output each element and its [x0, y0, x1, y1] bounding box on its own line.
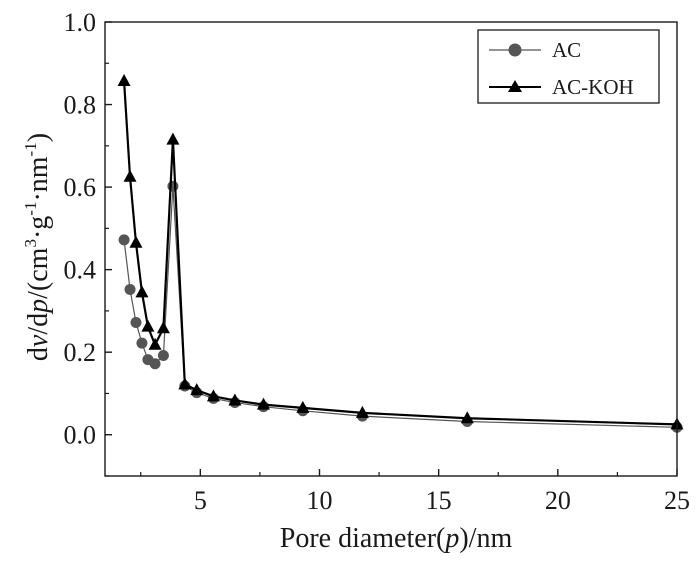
- data-point-ac-koh: [135, 285, 149, 298]
- data-point-ac-koh: [117, 74, 131, 87]
- data-point-ac: [167, 180, 179, 192]
- data-point-ac-koh: [460, 411, 474, 424]
- data-point-ac: [118, 234, 130, 246]
- x-tick-label: 15: [426, 486, 452, 515]
- legend-label-ac: AC: [552, 38, 581, 62]
- y-tick-label: 1.0: [64, 8, 97, 37]
- data-point-ac-koh: [190, 383, 204, 396]
- y-axis-title: dv/dp/(cm3·g-1·nm-1): [21, 133, 54, 361]
- series-line-ac: [123, 186, 678, 428]
- data-point-ac-koh: [141, 319, 155, 332]
- legend-label-ac-koh: AC-KOH: [552, 75, 634, 99]
- legend: AC AC-KOH: [477, 29, 660, 104]
- axis-layer: 5 10 15 20 25 0.0 0.2 0.4 0.6 0.8 1.0: [64, 8, 691, 515]
- data-point-ac: [149, 358, 161, 370]
- x-tick-label: 5: [194, 486, 207, 515]
- data-point-ac-koh: [166, 132, 180, 145]
- data-point-ac-koh: [206, 389, 220, 402]
- legend-marker-ac-koh: [508, 80, 522, 92]
- y-tick-label: 0.6: [64, 173, 97, 202]
- data-point-ac-koh: [355, 405, 369, 418]
- y-tick-label: 0.8: [64, 91, 97, 120]
- data-point-ac: [136, 337, 148, 349]
- x-axis-title: Pore diameter(p)/nm: [280, 523, 513, 554]
- data-point-ac: [124, 283, 136, 295]
- y-tick-label: 0.4: [64, 256, 97, 285]
- x-tick-label: 10: [307, 486, 333, 515]
- y-tick-label: 0.2: [64, 338, 97, 367]
- data-point-ac-koh: [129, 235, 143, 248]
- data-point-ac-koh: [178, 377, 192, 390]
- data-point-ac: [130, 316, 142, 328]
- plot-frame: [104, 21, 678, 477]
- data-point-ac-koh: [296, 400, 310, 413]
- y-tick-label: 0.0: [64, 421, 97, 450]
- x-tick-label: 20: [545, 486, 571, 515]
- data-point-ac-koh: [256, 397, 270, 410]
- x-tick-label: 25: [664, 486, 690, 515]
- plot-layer: [117, 74, 684, 433]
- data-point-ac-koh: [148, 337, 162, 350]
- series-line-ac-koh: [122, 80, 678, 426]
- legend-box: [477, 29, 660, 104]
- data-point-ac-koh: [123, 169, 137, 182]
- data-point-ac-koh: [228, 393, 242, 406]
- data-point-ac-koh: [156, 321, 170, 334]
- legend-marker-ac: [508, 43, 522, 57]
- data-point-ac: [157, 349, 169, 361]
